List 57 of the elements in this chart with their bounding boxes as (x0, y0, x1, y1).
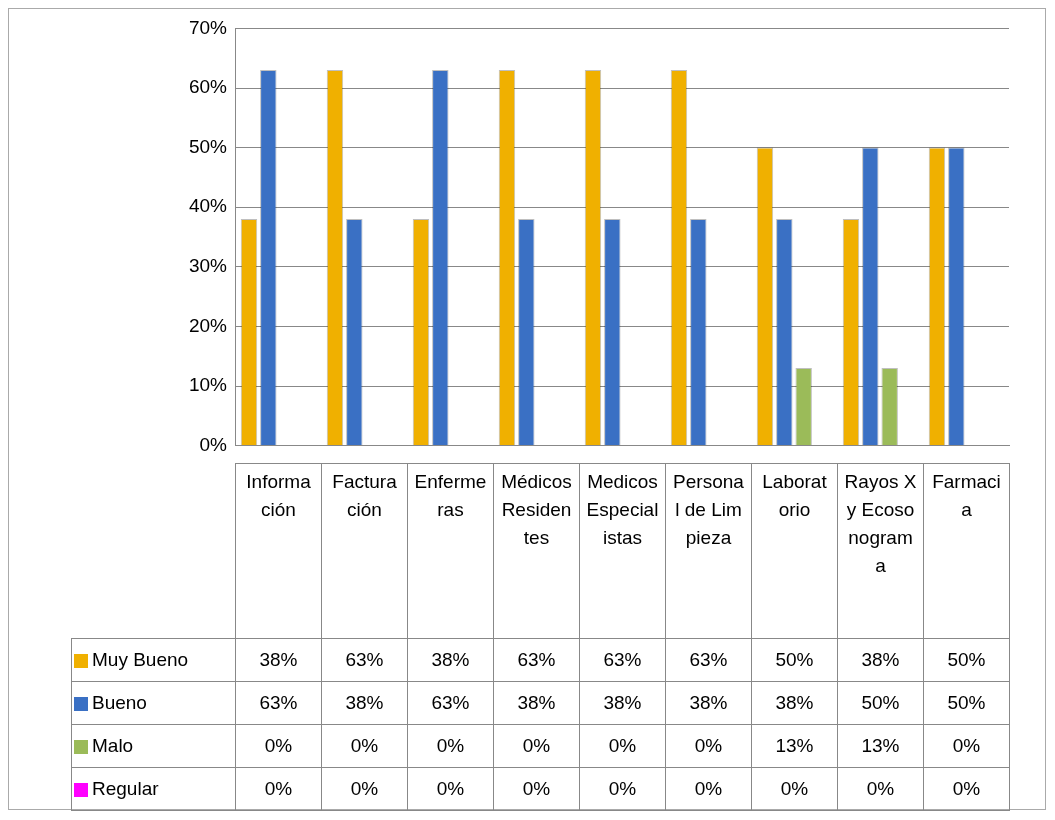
data-label: 63% (321, 638, 408, 682)
y-tick-label: 30% (188, 255, 228, 277)
data-label: 50% (837, 681, 924, 725)
legend-label: Regular (71, 767, 236, 811)
x-tick-label: Farmacia (923, 463, 1010, 639)
y-tick-label: 10% (188, 374, 228, 396)
x-tick-label: Medicos Especialistas (579, 463, 666, 639)
data-label: 0% (235, 724, 322, 768)
y-tick-label: 0% (199, 433, 228, 455)
x-tick-label: Enfermeras (407, 463, 494, 639)
data-label: 0% (665, 767, 752, 811)
y-tick-label: 70% (188, 16, 228, 38)
legend-label: Malo (71, 724, 236, 768)
data-label: 13% (837, 724, 924, 768)
data-label: 0% (923, 767, 1010, 811)
y-tick-label: 20% (188, 314, 228, 336)
data-label: 0% (493, 724, 580, 768)
data-label: 0% (493, 767, 580, 811)
data-label: 0% (321, 767, 408, 811)
y-tick-label: 50% (188, 135, 228, 157)
y-tick-label: 40% (188, 195, 228, 217)
legend-label: Bueno (71, 681, 236, 725)
x-tick-label: Personal de Limpieza (665, 463, 752, 639)
data-label: 0% (579, 724, 666, 768)
x-tick-label: Médicos Residentes (493, 463, 580, 639)
data-label: 0% (837, 767, 924, 811)
data-label: 0% (751, 767, 838, 811)
data-label: 0% (407, 767, 494, 811)
data-label: 63% (493, 638, 580, 682)
data-label: 38% (837, 638, 924, 682)
data-label: 63% (579, 638, 666, 682)
data-label: 38% (321, 681, 408, 725)
data-label: 38% (665, 681, 752, 725)
data-label: 0% (923, 724, 1010, 768)
data-label: 0% (235, 767, 322, 811)
data-label: 38% (235, 638, 322, 682)
data-label: 0% (665, 724, 752, 768)
data-label: 63% (407, 681, 494, 725)
data-label: 50% (923, 638, 1010, 682)
data-label: 38% (407, 638, 494, 682)
x-tick-label: Información (235, 463, 322, 639)
data-label: 63% (235, 681, 322, 725)
data-label: 0% (321, 724, 408, 768)
y-tick-label: 60% (188, 76, 228, 98)
data-label: 0% (579, 767, 666, 811)
x-tick-label: Rayos X y Ecosonograma (837, 463, 924, 639)
data-label: 38% (579, 681, 666, 725)
data-label: 50% (751, 638, 838, 682)
x-tick-label: Laboratorio (751, 463, 838, 639)
x-tick-label: Facturación (321, 463, 408, 639)
data-label: 38% (493, 681, 580, 725)
data-label: 0% (407, 724, 494, 768)
legend-label: Muy Bueno (71, 638, 236, 682)
data-label: 38% (751, 681, 838, 725)
data-label: 63% (665, 638, 752, 682)
data-label: 50% (923, 681, 1010, 725)
data-label: 13% (751, 724, 838, 768)
